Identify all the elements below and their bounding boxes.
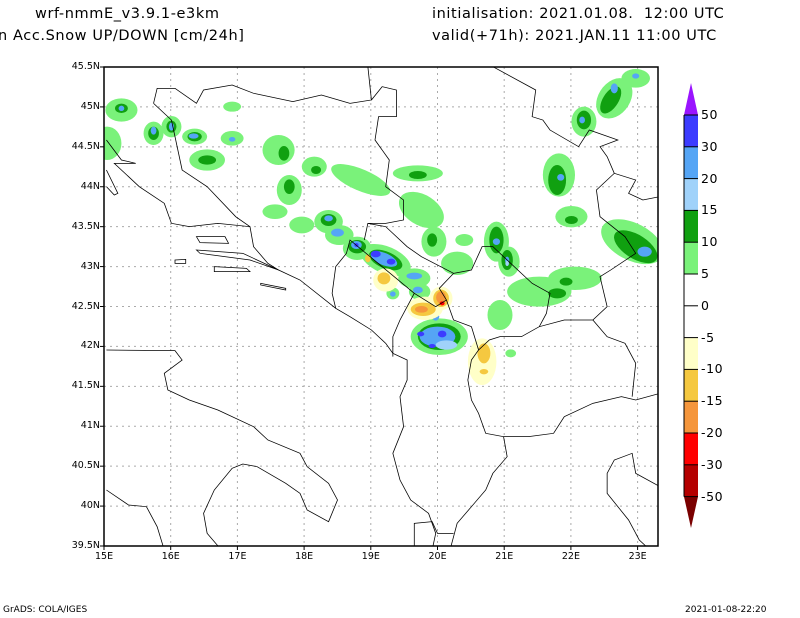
lat-label: 45N [80,100,100,112]
lon-label: 22E [561,551,580,562]
greece-coastline [606,452,658,546]
montenegro-border [331,222,455,309]
island-3 [174,258,187,264]
island-6 [106,169,119,196]
lon-label: 20E [428,551,447,562]
lat-label: 40N [80,500,100,512]
lat-label: 44N [80,180,100,192]
colorbar-label: 10 [701,234,719,250]
map-content [104,67,658,546]
colorbar-band [684,305,698,338]
snow-accumulation-fields [104,69,658,385]
colorbar-band [684,401,698,433]
lat-label: 39.5N [71,540,100,551]
lat-label: 40.5N [71,460,100,472]
greece-border [503,319,658,438]
lat-label: 43N [80,260,100,272]
italy-coastline [106,349,338,546]
colorbar-label: -50 [701,488,724,504]
albania-border [392,293,508,546]
variable-title: n Acc.Snow UP/DOWN [cm/24h] [0,28,245,44]
greece-west-coastline [413,521,454,546]
island-4 [213,266,251,273]
map-frame [103,66,659,547]
colorbar-label: 50 [701,107,719,122]
colorbar-band [684,178,698,211]
colorbar-band [684,274,698,306]
colorbar-label: -10 [701,361,724,377]
island-5 [260,282,287,291]
island-1 [195,236,230,244]
romania-bulgaria-border [614,172,658,201]
colorbar-band [684,464,698,497]
colorbar-band [684,210,698,243]
colorbar-band [684,433,698,465]
lat-label: 41.5N [71,380,100,392]
coastlines-borders [106,67,658,546]
slovenia-hungary-border [153,67,372,104]
initialisation-time: initialisation: 2021.01.08. 12:00 UTC [432,6,725,22]
lat-label: 43.5N [71,220,100,232]
lon-label: 23E [628,551,647,562]
lat-label: 42N [80,340,100,352]
colorbar-label: -15 [701,393,724,409]
lat-label: 44.5N [71,140,100,152]
footer-timestamp: 2021-01-08-22:20 [685,605,767,615]
colorbar-top-arrow [684,83,698,115]
kosovo-border [453,246,551,351]
sava-drina-border [363,86,404,241]
lat-label: 41N [80,420,100,432]
colorbar-band [684,369,698,402]
colorbar-band [684,242,698,274]
italy-heel-coastline [106,489,164,546]
lon-label: 17E [228,551,247,562]
colorbar-band [684,115,698,147]
lon-label: 16E [161,551,180,562]
lon-label: 18E [295,551,314,562]
colorbar-label: -20 [701,425,724,440]
lon-label: 21E [495,551,514,562]
colorbar-label: 15 [701,202,719,218]
colorbar-label: -30 [701,456,724,472]
colorbar-label: 20 [701,170,719,186]
valid-time: valid(+71h): 2021.JAN.11 11:00 UTC [432,28,717,44]
colorbar [683,83,698,528]
colorbar-band [684,337,698,370]
footer-credit: GrADS: COLA/IGES [3,605,88,615]
model-title: wrf-nmmE_v3.9.1-e3km [35,6,220,22]
colorbar-bottom-arrow [684,496,698,528]
lat-label: 42.5N [71,300,100,312]
lon-label: 19E [361,551,380,562]
adriatic-east-coastline [106,139,437,546]
colorbar-label: 30 [701,138,719,154]
colorbar-band [684,146,698,179]
colorbar-label: -5 [701,329,715,345]
colorbar-label: 5 [701,266,710,281]
colorbar-label: 0 [701,297,710,313]
island-2 [195,249,279,271]
croatia-bosnia-border [153,103,251,227]
lat-label: 45.5N [71,61,100,72]
lon-label: 15E [95,551,114,562]
